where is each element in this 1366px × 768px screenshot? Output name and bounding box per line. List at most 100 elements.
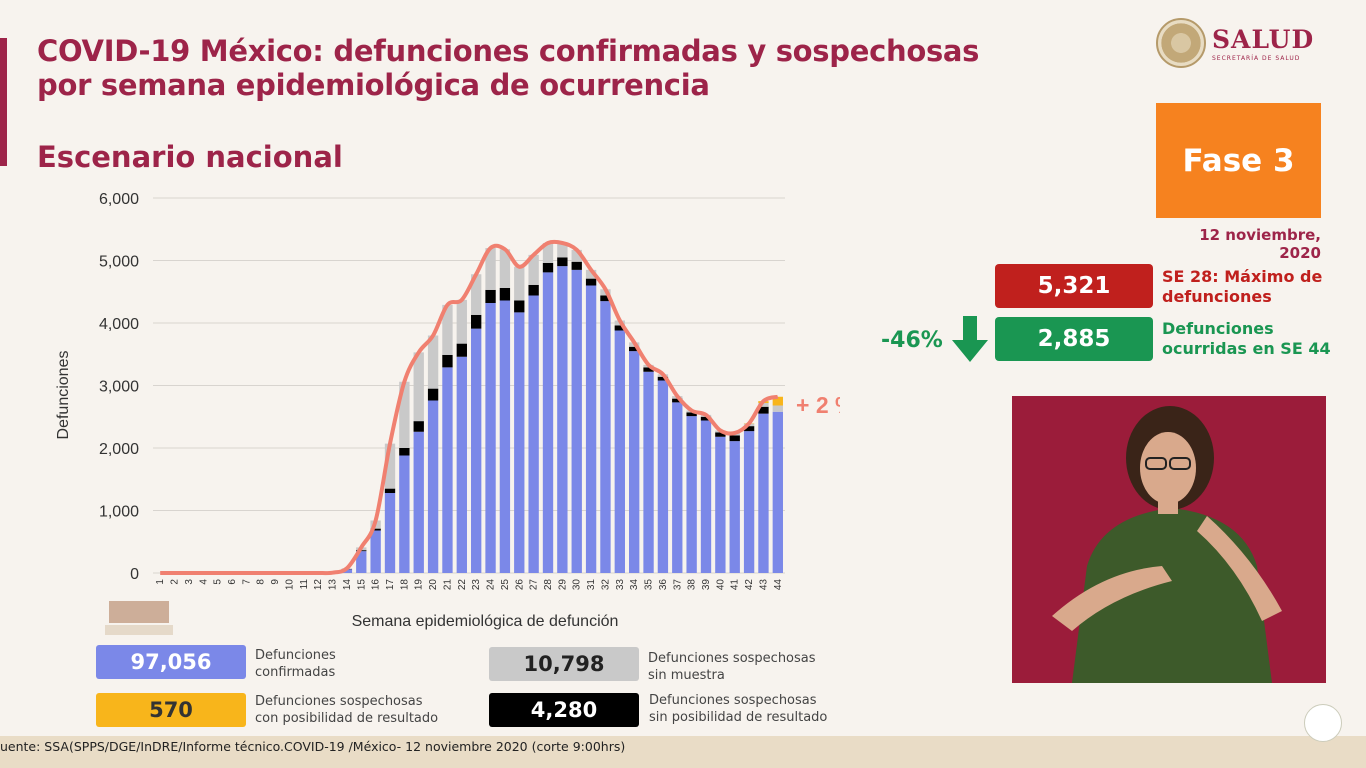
x-tick-label: 36 — [658, 579, 669, 591]
bar-no_possible — [758, 406, 769, 414]
bar-no_sample — [413, 352, 424, 422]
bar-no_possible — [686, 412, 697, 417]
legend-confirmed-value: 97,056 — [96, 645, 246, 679]
y-tick-label: 2,000 — [99, 441, 139, 458]
legend-possible-label: Defunciones sospechosas con posibilidad … — [255, 693, 438, 727]
bar-no_possible — [528, 284, 539, 296]
logo-subtext: SECRETARÍA DE SALUD — [1212, 54, 1301, 62]
x-tick-label: 43 — [758, 579, 769, 591]
legend-no-sample-label: Defunciones sospechosas sin muestra — [648, 650, 816, 684]
x-tick-label: 25 — [500, 579, 511, 591]
bar-no_possible — [456, 343, 467, 357]
page-title: COVID-19 México: defunciones confirmadas… — [37, 34, 979, 102]
x-tick-label: 14 — [342, 579, 353, 591]
max-deaths-label: SE 28: Máximo de defunciones — [1162, 267, 1322, 307]
mexico-seal-icon — [1156, 18, 1206, 68]
legend-possible-line-1: Defunciones sospechosas — [255, 694, 423, 709]
x-tick-label: 30 — [572, 579, 583, 591]
bar-no_sample — [399, 381, 410, 448]
legend-possible-value: 570 — [96, 693, 246, 727]
x-tick-label: 19 — [414, 579, 425, 591]
arrow-down-icon — [952, 316, 988, 362]
bar-confirmed — [456, 356, 467, 573]
bar-confirmed — [370, 530, 381, 573]
bar-no_possible — [384, 488, 396, 493]
percent-change: -46% — [881, 328, 943, 353]
bar-no_possible — [571, 261, 582, 270]
x-tick-label: 38 — [687, 579, 698, 591]
x-tick-label: 34 — [629, 579, 640, 591]
bar-confirmed — [499, 300, 511, 573]
legend-no-sample-line-1: Defunciones sospechosas — [648, 651, 816, 666]
x-tick-label: 33 — [615, 579, 626, 591]
y-tick-label: 4,000 — [99, 316, 139, 333]
footer-bar — [0, 736, 1366, 768]
legend-confirmed-line-2: confirmadas — [255, 665, 336, 680]
y-tick-label: 5,000 — [99, 254, 139, 271]
report-date: 12 noviembre, 2020 — [1199, 226, 1321, 262]
bar-no_sample — [456, 299, 467, 344]
x-tick-label: 8 — [256, 579, 267, 585]
bar-no_sample — [542, 243, 554, 263]
bar-confirmed — [471, 328, 482, 573]
bar-confirmed — [356, 551, 367, 573]
bar-no_possible — [585, 278, 597, 286]
bar-no_sample — [772, 405, 783, 412]
y-tick-label: 1,000 — [99, 504, 139, 521]
x-tick-label: 42 — [744, 579, 755, 591]
phase-badge: Fase 3 — [1156, 103, 1321, 218]
bar-no_possible — [629, 346, 640, 352]
bar-no_possible — [542, 263, 554, 273]
gobierno-mexico-badge-icon — [1304, 704, 1342, 742]
heroes-watermark-icon — [105, 601, 173, 635]
legend-confirmed-line-1: Defunciones — [255, 648, 336, 663]
bar-confirmed — [743, 431, 755, 573]
bar-confirmed — [657, 380, 669, 573]
bar-no_sample — [514, 266, 525, 301]
page-subtitle: Escenario nacional — [37, 140, 343, 174]
x-tick-label: 27 — [529, 579, 540, 591]
x-tick-label: 44 — [773, 579, 784, 591]
x-axis-label: Semana epidemiológica de defunción — [352, 613, 619, 630]
bar-no_possible — [499, 288, 511, 301]
x-tick-label: 20 — [428, 579, 439, 591]
x-tick-label: 7 — [241, 579, 252, 585]
bar-confirmed — [629, 351, 640, 573]
x-tick-label: 23 — [471, 579, 482, 591]
bar-confirmed — [600, 301, 611, 573]
x-tick-label: 18 — [399, 579, 410, 591]
bar-no_possible — [413, 421, 424, 432]
max-label-line-1: SE 28: Máximo de — [1162, 267, 1323, 286]
x-tick-label: 13 — [328, 579, 339, 591]
x-tick-label: 24 — [486, 579, 497, 591]
bar-confirmed — [585, 285, 597, 573]
bar-no_sample — [585, 269, 597, 279]
legend-no-sample-line-2: sin muestra — [648, 668, 725, 683]
se44-deaths-value: 2,885 — [995, 317, 1153, 361]
bar-confirmed — [571, 269, 582, 573]
bar-no_possible — [557, 257, 568, 267]
salud-logo: SALUD SECRETARÍA DE SALUD — [1156, 18, 1314, 68]
bar-no_sample — [557, 243, 568, 258]
legend-no-possible-line-1: Defunciones sospechosas — [649, 693, 817, 708]
bar-confirmed — [427, 400, 439, 573]
max-label-line-2: defunciones — [1162, 287, 1272, 306]
bar-confirmed — [715, 436, 726, 573]
y-tick-label: 6,000 — [99, 191, 139, 208]
bar-no_possible — [399, 448, 410, 456]
bar-no_possible — [743, 426, 755, 432]
bar-confirmed — [700, 420, 712, 573]
accent-bar — [0, 38, 7, 166]
legend-confirmed-label: Defunciones confirmadas — [255, 647, 336, 681]
x-tick-label: 17 — [385, 579, 396, 591]
bar-no_possible — [514, 300, 525, 313]
bar-no_possible — [643, 367, 654, 372]
bar-no_possible — [471, 314, 482, 329]
title-line-1: COVID-19 México: defunciones confirmadas… — [37, 34, 980, 68]
bar-no_possible — [614, 325, 625, 331]
bar-confirmed — [442, 367, 453, 573]
bar-confirmed — [514, 312, 525, 573]
x-tick-label: 37 — [672, 579, 683, 591]
legend-no-possible-line-2: sin posibilidad de resultado — [649, 710, 828, 725]
